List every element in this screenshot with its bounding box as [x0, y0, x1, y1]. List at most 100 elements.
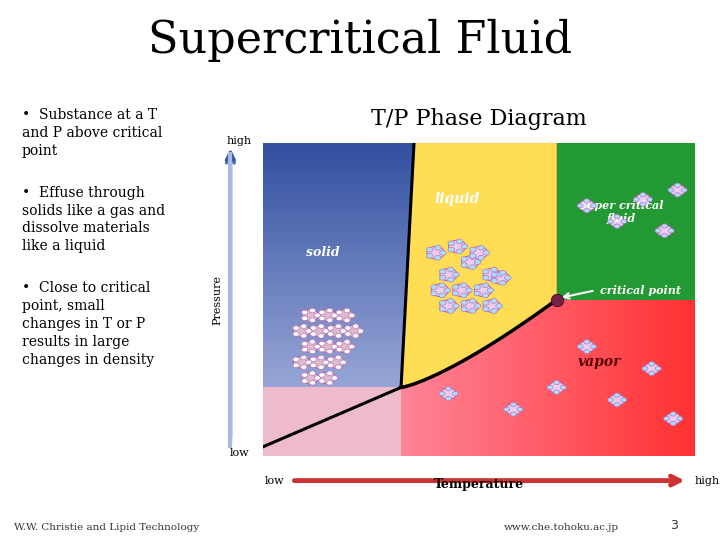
Circle shape: [483, 300, 500, 312]
Circle shape: [336, 324, 341, 328]
Circle shape: [328, 332, 333, 336]
Circle shape: [327, 381, 333, 385]
Circle shape: [336, 316, 342, 321]
Circle shape: [426, 247, 433, 252]
Circle shape: [435, 245, 441, 250]
Circle shape: [310, 308, 315, 313]
Circle shape: [327, 371, 333, 375]
Text: liquid: liquid: [434, 192, 480, 206]
Circle shape: [483, 251, 490, 255]
Circle shape: [319, 341, 325, 346]
Circle shape: [357, 329, 364, 333]
Circle shape: [491, 309, 498, 313]
Circle shape: [353, 324, 359, 328]
Text: high: high: [695, 476, 720, 485]
Circle shape: [302, 373, 307, 377]
Circle shape: [655, 228, 661, 233]
Circle shape: [439, 283, 446, 288]
Circle shape: [314, 313, 320, 318]
Text: solid: solid: [307, 246, 340, 259]
Circle shape: [621, 398, 626, 402]
Circle shape: [439, 293, 446, 298]
Circle shape: [320, 341, 336, 353]
Circle shape: [302, 309, 318, 321]
Circle shape: [474, 291, 480, 296]
Circle shape: [670, 421, 676, 426]
Circle shape: [310, 332, 316, 336]
Circle shape: [346, 325, 361, 337]
Circle shape: [649, 372, 654, 375]
Circle shape: [609, 394, 625, 406]
Circle shape: [452, 392, 458, 396]
Circle shape: [640, 202, 646, 206]
Circle shape: [320, 372, 336, 384]
Text: vapor: vapor: [578, 355, 621, 369]
Text: 3: 3: [670, 519, 678, 532]
Circle shape: [461, 307, 467, 312]
Circle shape: [491, 299, 498, 303]
Circle shape: [448, 241, 454, 246]
Circle shape: [579, 341, 595, 352]
Circle shape: [310, 340, 315, 344]
Text: •  Close to critical
point, small
changes in T or P
results in large
changes in : • Close to critical point, small changes…: [22, 281, 154, 367]
Circle shape: [469, 309, 476, 313]
Circle shape: [470, 246, 487, 259]
Circle shape: [461, 256, 467, 261]
Circle shape: [319, 373, 325, 377]
Circle shape: [647, 197, 652, 201]
Circle shape: [310, 318, 315, 322]
Circle shape: [331, 345, 338, 349]
Circle shape: [482, 293, 489, 298]
Circle shape: [302, 379, 307, 383]
Polygon shape: [557, 143, 695, 300]
Circle shape: [621, 219, 626, 224]
Circle shape: [439, 307, 446, 312]
Circle shape: [448, 309, 454, 313]
Circle shape: [344, 340, 350, 344]
Circle shape: [327, 318, 333, 322]
Circle shape: [302, 316, 307, 321]
Circle shape: [461, 263, 467, 268]
Circle shape: [319, 379, 325, 383]
Circle shape: [294, 325, 310, 337]
Circle shape: [640, 193, 646, 197]
Circle shape: [491, 272, 498, 277]
Circle shape: [431, 284, 449, 296]
Circle shape: [320, 309, 336, 321]
Circle shape: [314, 376, 320, 380]
Circle shape: [301, 365, 307, 369]
Text: www.che.tohoku.ac.jp: www.che.tohoku.ac.jp: [504, 523, 619, 532]
Circle shape: [448, 267, 454, 272]
Circle shape: [496, 303, 503, 308]
Circle shape: [310, 381, 315, 385]
Circle shape: [608, 219, 613, 224]
Circle shape: [549, 382, 564, 393]
Circle shape: [635, 194, 651, 205]
Circle shape: [644, 363, 660, 374]
Circle shape: [614, 224, 620, 228]
Circle shape: [466, 288, 472, 293]
Circle shape: [461, 300, 467, 305]
Circle shape: [331, 313, 338, 318]
Circle shape: [311, 325, 327, 337]
Circle shape: [340, 360, 346, 364]
Circle shape: [491, 267, 498, 272]
Circle shape: [453, 284, 470, 296]
Circle shape: [456, 249, 463, 254]
Text: critical point: critical point: [600, 285, 681, 296]
Circle shape: [584, 208, 590, 213]
Circle shape: [517, 407, 523, 411]
Circle shape: [668, 188, 674, 192]
Circle shape: [496, 272, 503, 277]
Circle shape: [474, 303, 481, 308]
Circle shape: [435, 255, 441, 260]
Circle shape: [328, 356, 344, 368]
Circle shape: [336, 310, 342, 315]
Circle shape: [590, 345, 596, 349]
Text: Temperature: Temperature: [433, 478, 524, 491]
Circle shape: [456, 239, 463, 244]
Circle shape: [318, 324, 324, 328]
Circle shape: [504, 407, 510, 411]
Circle shape: [492, 272, 509, 284]
Circle shape: [319, 316, 325, 321]
